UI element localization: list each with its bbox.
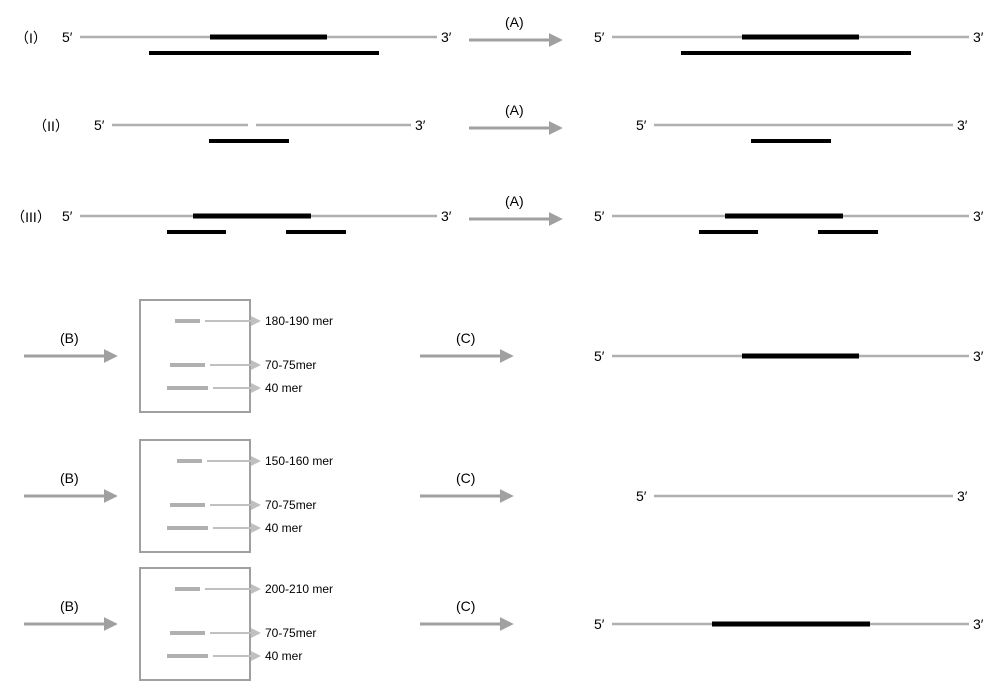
step-a-arrow-label: (A)	[505, 193, 524, 209]
step-c-arrow-label: (C)	[456, 598, 475, 614]
five-prime-label: 5′	[94, 117, 105, 133]
gel-box	[140, 300, 250, 412]
step-b-arrow-label: (B)	[60, 470, 79, 486]
five-prime-label: 5′	[62, 208, 73, 224]
band-size-label: 200-210 mer	[265, 582, 333, 596]
step-b-arrow-label: (B)	[60, 598, 79, 614]
step-a-arrow: (A)	[469, 14, 560, 40]
three-prime-label: 3′	[415, 117, 426, 133]
roman-numeral-label: （II）	[33, 118, 69, 134]
step-c-arrow: (C)	[420, 330, 511, 356]
diagram-canvas: （I） 5′ 3′ (A) 5′ 3′ （II） 5′ 3′ (A) 5′ 3′ （III） 5′ 3′ (A…	[0, 0, 1000, 693]
three-prime-label: 3′	[973, 29, 984, 45]
step-b-arrow-label: (B)	[60, 330, 79, 346]
three-prime-label: 3′	[973, 208, 984, 224]
five-prime-label: 5′	[594, 208, 605, 224]
step-a-arrow: (A)	[469, 193, 560, 219]
step-b-arrow: (B)	[24, 598, 115, 624]
step-c-arrow: (C)	[420, 470, 511, 496]
five-prime-label: 5′	[636, 117, 647, 133]
band-size-label: 180-190 mer	[265, 314, 333, 328]
five-prime-label: 5′	[594, 616, 605, 632]
step-c-arrow-label: (C)	[456, 330, 475, 346]
five-prime-label: 5′	[594, 29, 605, 45]
three-prime-label: 3′	[441, 208, 452, 224]
band-size-label: 40 mer	[265, 649, 302, 663]
step-a-arrow: (A)	[469, 102, 560, 128]
gel-box	[140, 568, 250, 680]
band-size-label: 40 mer	[265, 381, 302, 395]
three-prime-label: 3′	[957, 488, 968, 504]
band-size-label: 70-75mer	[265, 358, 316, 372]
three-prime-label: 3′	[973, 616, 984, 632]
roman-numeral-label: （I）	[15, 30, 47, 46]
five-prime-label: 5′	[62, 29, 73, 45]
band-size-label: 70-75mer	[265, 626, 316, 640]
band-size-label: 70-75mer	[265, 498, 316, 512]
three-prime-label: 3′	[957, 117, 968, 133]
band-size-label: 40 mer	[265, 521, 302, 535]
band-size-label: 150-160 mer	[265, 454, 333, 468]
three-prime-label: 3′	[973, 348, 984, 364]
step-a-arrow-label: (A)	[505, 14, 524, 30]
five-prime-label: 5′	[636, 488, 647, 504]
step-b-arrow: (B)	[24, 330, 115, 356]
step-a-arrow-label: (A)	[505, 102, 524, 118]
three-prime-label: 3′	[441, 29, 452, 45]
gel-box	[140, 440, 250, 552]
five-prime-label: 5′	[594, 348, 605, 364]
step-c-arrow: (C)	[420, 598, 511, 624]
roman-numeral-label: （III）	[11, 209, 51, 225]
step-b-arrow: (B)	[24, 470, 115, 496]
step-c-arrow-label: (C)	[456, 470, 475, 486]
